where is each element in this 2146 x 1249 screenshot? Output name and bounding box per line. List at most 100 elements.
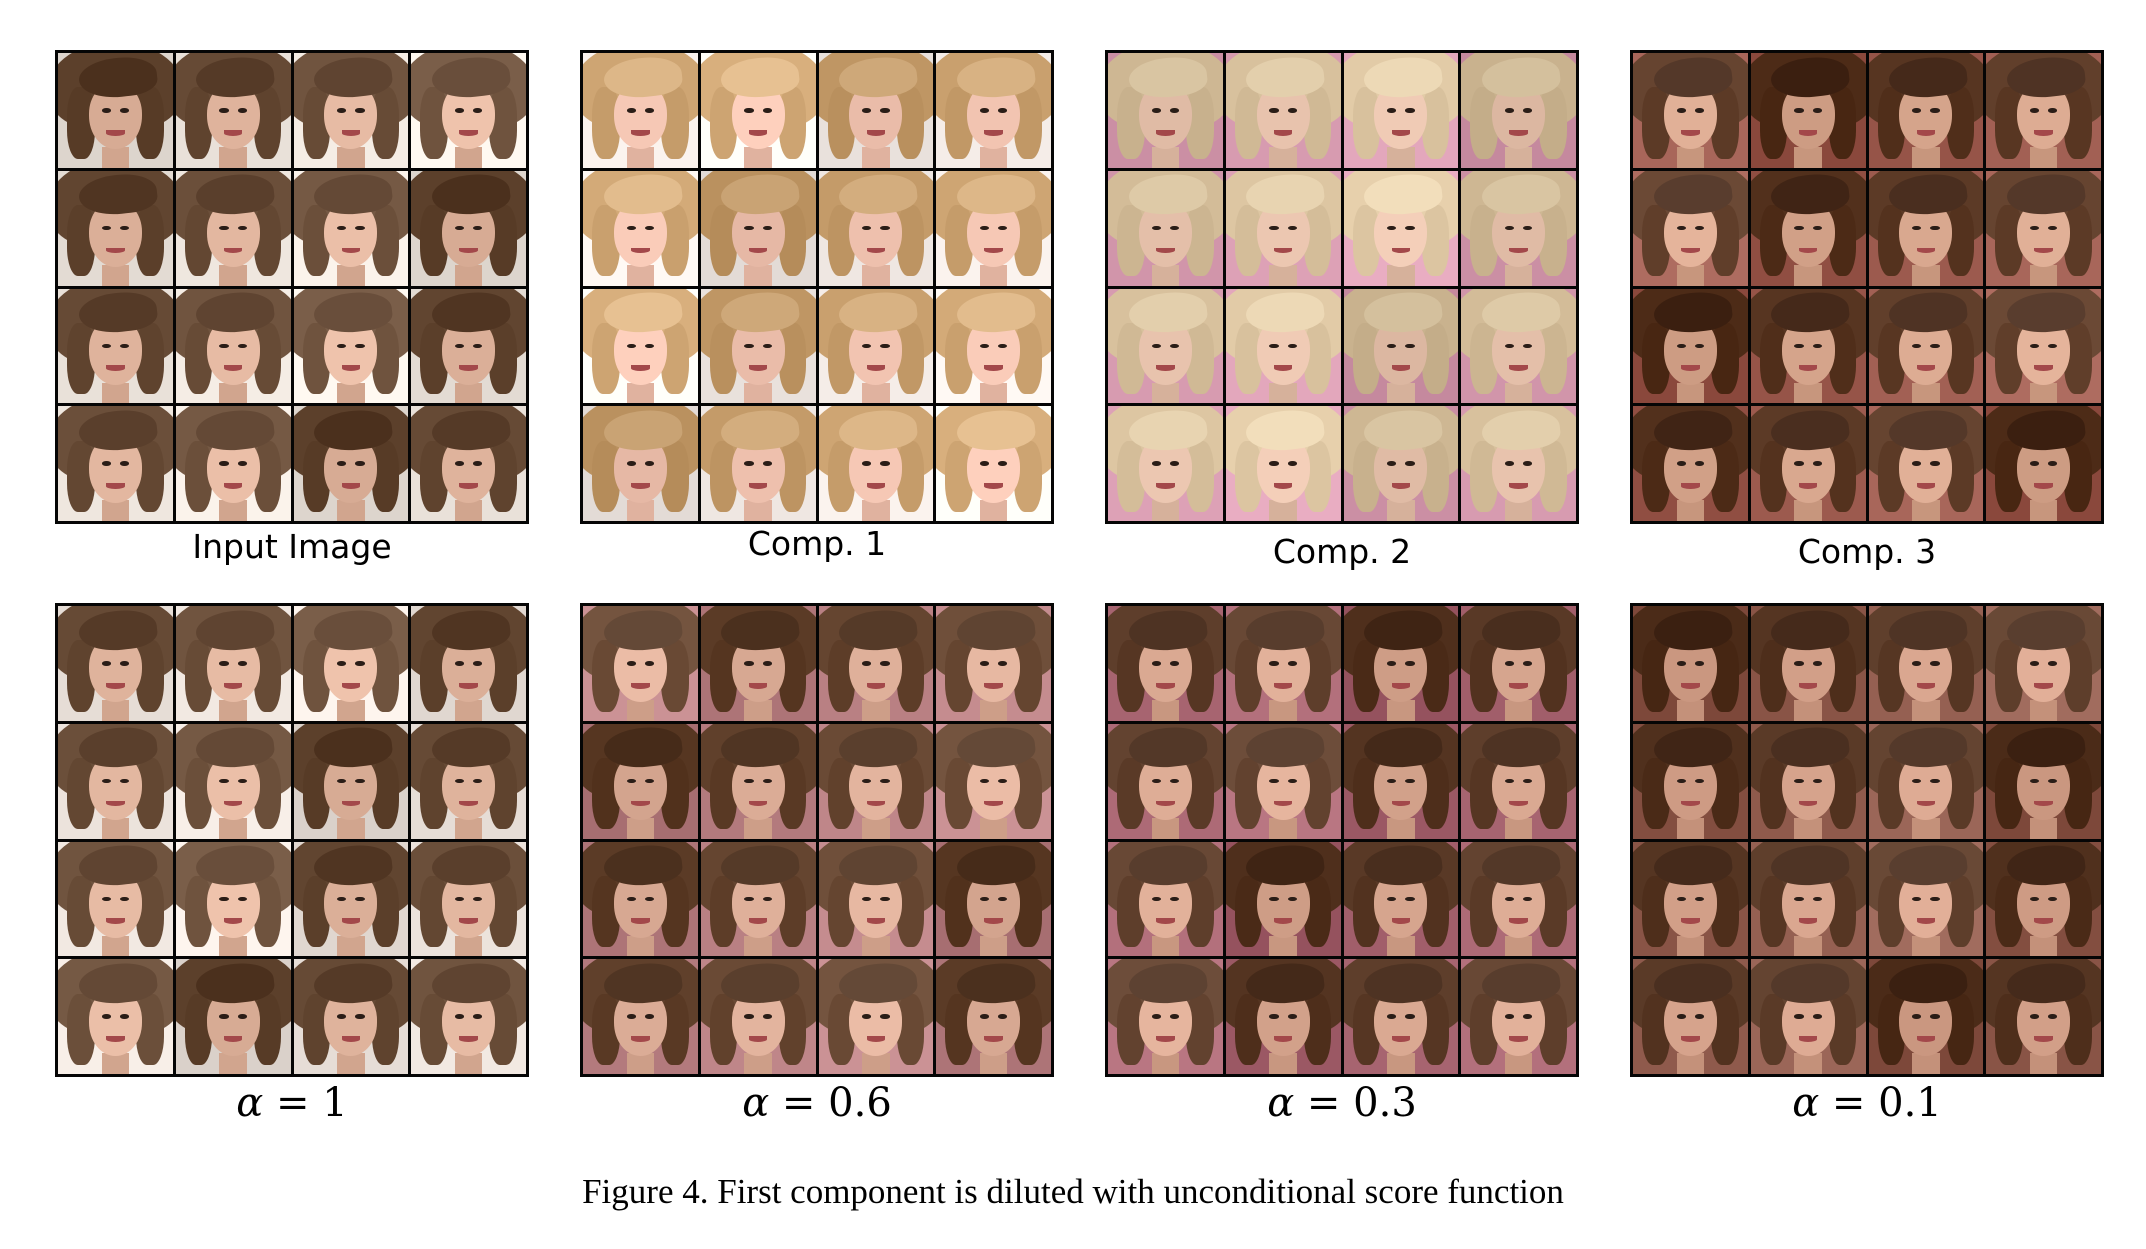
face-thumbnail [1868,723,1984,839]
face-thumbnail [1868,841,1984,957]
alpha-value: 0.3 [1353,1080,1417,1126]
face-thumbnail [936,723,1051,839]
face-thumbnail [1108,841,1223,957]
face-thumbnail [1986,288,2101,404]
face-thumbnail [1868,53,1984,168]
face-thumbnail [1750,170,1866,286]
face-thumbnail [1225,170,1341,286]
face-thumbnail [583,606,698,721]
panel-comp-3 [1630,50,2104,524]
face-thumbnail [293,841,409,957]
panel-input-image [55,50,529,524]
face-thumbnail [583,53,698,168]
face-thumbnail [700,959,816,1074]
face-thumbnail [1986,959,2101,1074]
face-thumbnail [1225,288,1341,404]
face-thumbnail [818,723,934,839]
face-thumbnail [1343,723,1459,839]
face-thumbnail [1986,606,2101,721]
face-thumbnail [1750,53,1866,168]
face-thumbnail [583,170,698,286]
face-thumbnail [700,288,816,404]
face-thumbnail [411,406,526,521]
face-thumbnail [583,723,698,839]
face-thumbnail [1108,959,1223,1074]
face-thumbnail [583,959,698,1074]
face-thumbnail [1461,841,1576,957]
face-thumbnail [58,723,173,839]
face-thumbnail [818,406,934,521]
face-thumbnail [1108,606,1223,721]
face-thumbnail [818,959,934,1074]
face-thumbnail [936,841,1051,957]
alpha-symbol: α [1792,1080,1820,1126]
face-thumbnail [1633,406,1748,521]
face-thumbnail [1461,170,1576,286]
equals-sign: = [769,1080,829,1126]
alpha-symbol: α [1267,1080,1295,1126]
face-thumbnail [175,723,291,839]
face-thumbnail [58,606,173,721]
face-thumbnail [583,288,698,404]
face-thumbnail [293,406,409,521]
label-alpha-1: α = 1 [55,1080,529,1126]
equals-sign: = [1819,1080,1879,1126]
face-thumbnail [936,170,1051,286]
face-thumbnail [1343,53,1459,168]
face-thumbnail [1225,723,1341,839]
panel-comp-2 [1105,50,1579,524]
face-thumbnail [700,53,816,168]
alpha-value: 1 [322,1080,348,1126]
face-thumbnail [58,170,173,286]
face-thumbnail [411,959,526,1074]
face-thumbnail [936,288,1051,404]
face-thumbnail [1343,606,1459,721]
face-thumbnail [1986,723,2101,839]
face-thumbnail [1750,841,1866,957]
face-thumbnail [1108,170,1223,286]
face-thumbnail [1750,606,1866,721]
face-thumbnail [293,170,409,286]
face-thumbnail [1108,288,1223,404]
alpha-value: 0.6 [828,1080,892,1126]
face-thumbnail [175,288,291,404]
face-thumbnail [1750,723,1866,839]
panel-alpha-0-6 [580,603,1054,1077]
face-thumbnail [293,288,409,404]
face-thumbnail [175,959,291,1074]
face-thumbnail [1633,170,1748,286]
face-thumbnail [700,170,816,286]
face-thumbnail [293,606,409,721]
face-thumbnail [1633,288,1748,404]
face-thumbnail [1343,841,1459,957]
face-thumbnail [1868,406,1984,521]
face-thumbnail [175,170,291,286]
face-thumbnail [58,841,173,957]
face-thumbnail [1225,841,1341,957]
face-thumbnail [1461,723,1576,839]
face-thumbnail [1108,53,1223,168]
face-thumbnail [58,959,173,1074]
face-thumbnail [411,841,526,957]
face-thumbnail [1986,170,2101,286]
face-thumbnail [175,841,291,957]
label-comp-3: Comp. 3 [1797,532,1937,571]
face-thumbnail [1108,406,1223,521]
face-thumbnail [700,406,816,521]
alpha-symbol: α [236,1080,264,1126]
face-thumbnail [1461,53,1576,168]
face-thumbnail [936,406,1051,521]
label-alpha-0-3: α = 0.3 [1105,1080,1579,1126]
face-thumbnail [818,53,934,168]
face-thumbnail [583,406,698,521]
face-thumbnail [411,53,526,168]
face-thumbnail [1343,406,1459,521]
face-thumbnail [1750,959,1866,1074]
face-thumbnail [1108,723,1223,839]
face-thumbnail [1633,606,1748,721]
face-thumbnail [1986,406,2101,521]
face-thumbnail [1225,53,1341,168]
face-thumbnail [1343,170,1459,286]
label-input-image: Input Image [192,527,392,566]
face-thumbnail [1868,606,1984,721]
